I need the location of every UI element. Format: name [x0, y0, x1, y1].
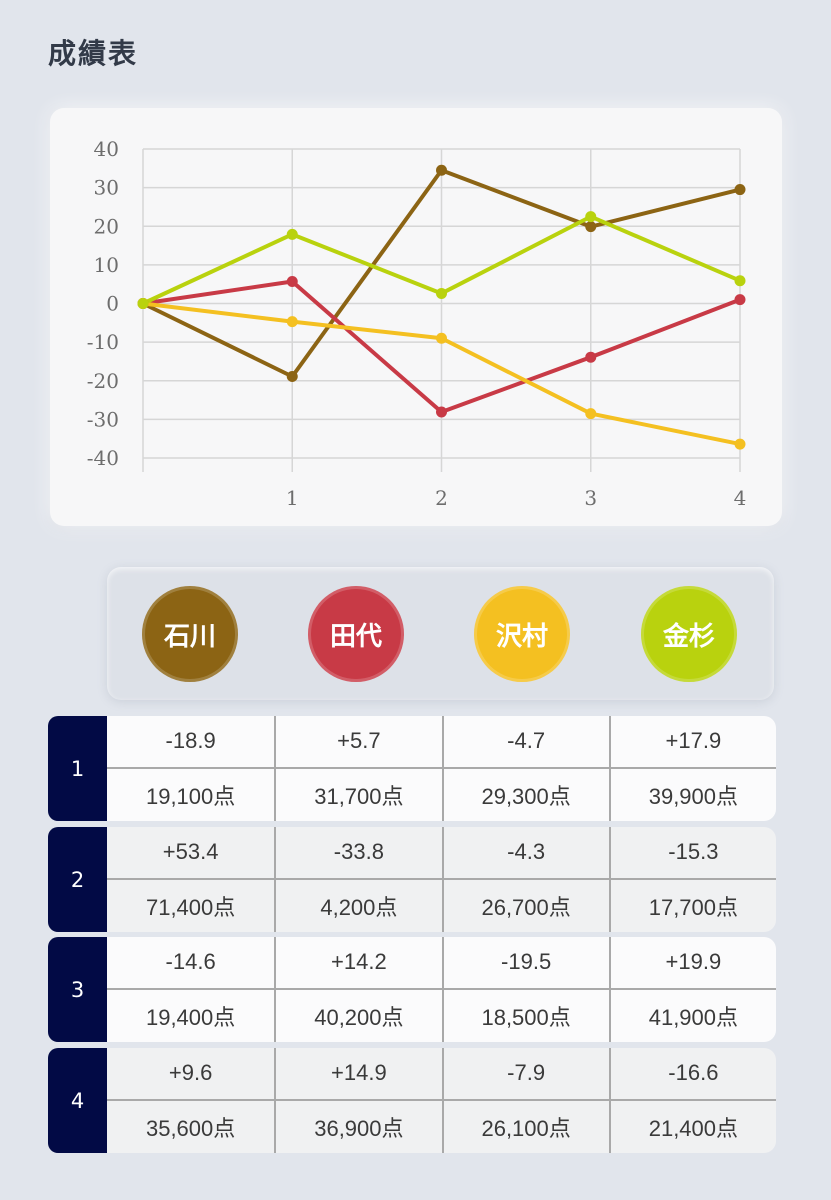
player-badge-2: 田代 [308, 586, 404, 682]
data-point [286, 228, 298, 240]
y-tick-label: 30 [94, 176, 119, 200]
total-points-cell: 71,400点 [145, 894, 236, 920]
total-points-cell: 26,100点 [441, 1100, 609, 1153]
score-diff-cell: +5.7 [274, 716, 442, 769]
data-point [734, 275, 746, 287]
score-diff-cell: -4.7 [441, 716, 609, 769]
player-badge-4: 金杉 [641, 586, 737, 682]
data-point [286, 371, 298, 383]
score-chart-card: 40 30 20 10 0 -10 -20 -30 -40 1 2 3 4 [50, 108, 782, 526]
score-diff-cell: -18.9 [107, 716, 275, 769]
total-points-cell: 36,900点 [274, 1100, 441, 1153]
total-points-cell: 18,500点 [441, 989, 609, 1042]
y-tick-label: -20 [87, 369, 119, 393]
score-diff-cell: +19.9 [608, 937, 776, 990]
x-tick-label: 1 [286, 486, 299, 510]
total-points-cell: 40,200点 [274, 989, 441, 1042]
total-points-cell: 35,600点 [145, 1115, 236, 1141]
y-tick-label: 40 [94, 137, 119, 161]
round-row: 3 -14.6 +14.2 -19.5 +19.9 19,400点 40,200点 18,50… [48, 937, 776, 1042]
player-badge-1: 石川 [142, 586, 238, 682]
round-row: 2 +53.4 -33.8 -4.3 -15.3 71,400点 4,200点 26,700点… [48, 827, 776, 932]
data-point [286, 275, 298, 287]
score-diff-cell: -14.6 [107, 937, 275, 990]
total-points-cell: 39,900点 [608, 768, 776, 821]
round-number: 1 [48, 716, 107, 821]
round-cells: -14.6 +14.2 -19.5 +19.9 19,400点 40,200点 18,500… [107, 937, 776, 1042]
player-badge-3: 沢村 [474, 586, 570, 682]
score-diff-cell: +53.4 [107, 827, 275, 880]
score-diff-cell: -7.9 [441, 1048, 609, 1101]
score-diff-cell: -16.6 [608, 1048, 776, 1101]
data-point [286, 316, 298, 328]
data-point [436, 406, 447, 418]
round-cells: -18.9 +5.7 -4.7 +17.9 19,100点 31,700点 29,300点 3… [107, 716, 776, 821]
round-row: 4 +9.6 +14.9 -7.9 -16.6 35,600点 36,900点 26,100点… [48, 1048, 776, 1153]
score-diff-cell: +14.2 [274, 937, 442, 990]
round-row: 1 -18.9 +5.7 -4.7 +17.9 19,100点 31,700点 29,300点… [48, 716, 776, 821]
score-diff-cell: -15.3 [608, 827, 776, 880]
total-points-cell: 29,300点 [441, 768, 609, 821]
x-tick-label: 3 [584, 486, 597, 510]
x-tick-label: 2 [435, 486, 448, 510]
y-tick-label: -30 [87, 407, 119, 431]
score-diff-cell: +17.9 [608, 716, 776, 769]
data-point [585, 351, 597, 363]
round-number: 4 [48, 1048, 107, 1153]
score-line-chart: 40 30 20 10 0 -10 -20 -30 -40 1 2 3 4 [87, 137, 747, 510]
round-number: 3 [48, 937, 107, 1042]
data-point [436, 287, 447, 299]
page-title: 成績表 [48, 37, 139, 70]
data-point [585, 221, 597, 233]
score-diff-cell: -33.8 [274, 827, 442, 880]
x-tick-label: 4 [734, 486, 747, 510]
total-points-cell: 26,700点 [441, 879, 609, 932]
data-point [734, 438, 746, 450]
total-points-cell: 31,700点 [274, 768, 441, 821]
total-points-cell: 21,400点 [608, 1100, 776, 1153]
total-points-cell: 41,900点 [608, 989, 776, 1042]
round-cells: +53.4 -33.8 -4.3 -15.3 71,400点 4,200点 26,700点 1… [107, 827, 776, 932]
y-tick-label: 0 [106, 292, 119, 316]
player-header: 石川 田代 沢村 金杉 [107, 567, 774, 700]
data-point [734, 184, 746, 196]
round-number: 2 [48, 827, 107, 932]
data-point [734, 294, 746, 306]
score-diff-cell: -19.5 [441, 937, 609, 990]
y-tick-label: 10 [94, 253, 119, 277]
data-point [585, 408, 597, 420]
y-tick-label: -10 [87, 330, 119, 354]
total-points-cell: 4,200点 [274, 879, 441, 932]
data-point [436, 332, 447, 344]
data-point [585, 211, 597, 223]
data-point [436, 164, 447, 176]
total-points-cell: 19,100点 [145, 783, 236, 809]
round-cells: +9.6 +14.9 -7.9 -16.6 35,600点 36,900点 26,100点 2… [107, 1048, 776, 1153]
score-diff-cell: +14.9 [274, 1048, 442, 1101]
y-tick-label: -40 [87, 446, 119, 470]
score-diff-cell: -4.3 [441, 827, 609, 880]
data-point [137, 298, 149, 309]
total-points-cell: 19,400点 [145, 1004, 236, 1030]
total-points-cell: 17,700点 [608, 879, 776, 932]
score-diff-cell: +9.6 [107, 1048, 275, 1101]
y-tick-label: 20 [94, 214, 119, 238]
